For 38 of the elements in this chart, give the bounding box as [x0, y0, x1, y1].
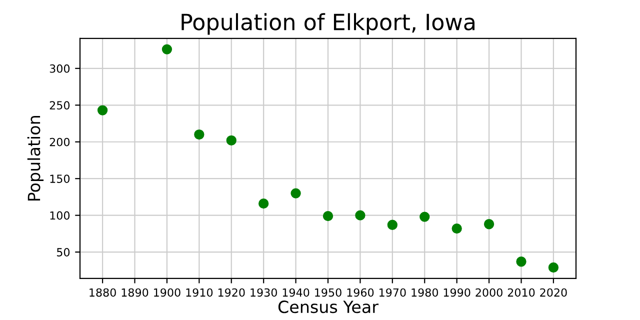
x-tick-label: 1910 — [186, 288, 213, 297]
x-tick-label: 1900 — [154, 288, 180, 297]
y-tick-label: 200 — [50, 138, 70, 146]
point — [194, 129, 204, 140]
x-axis-title: Census Year — [278, 300, 378, 314]
point — [548, 262, 559, 273]
x-tick-label: 1890 — [122, 288, 148, 297]
point — [162, 44, 172, 54]
x-tick-label: 1960 — [347, 288, 374, 297]
point — [226, 135, 236, 146]
x-tick-label: 1880 — [90, 288, 116, 297]
x-tick-label: 1980 — [412, 288, 438, 297]
y-tick-label: 300 — [50, 64, 70, 73]
point — [355, 210, 366, 220]
x-tick-label: 1970 — [379, 288, 406, 297]
point — [322, 210, 334, 222]
point — [290, 188, 301, 198]
x-tick-label: 1990 — [444, 288, 470, 297]
point — [516, 256, 526, 267]
point — [97, 105, 108, 116]
point — [484, 219, 494, 230]
x-tick-label: 2010 — [508, 288, 535, 297]
y-axis-title: Population — [27, 116, 44, 201]
x-tick-label: 1940 — [282, 288, 310, 297]
x-tick-label: 1920 — [218, 288, 245, 297]
y-tick-label: 250 — [50, 101, 70, 110]
point — [420, 212, 430, 222]
x-tick-label: 1930 — [250, 288, 277, 297]
y-tick-label: 150 — [50, 174, 70, 183]
chart-title: Population of Elkport, Iowa — [182, 13, 474, 35]
point — [258, 198, 269, 209]
y-tick-label: 50 — [56, 248, 70, 256]
point — [387, 220, 398, 230]
y-tick-label: 100 — [50, 211, 70, 220]
point — [452, 223, 462, 234]
x-tick-label: 1950 — [315, 288, 342, 297]
x-tick-label: 2020 — [540, 288, 567, 297]
x-tick-label: 2000 — [476, 288, 502, 297]
